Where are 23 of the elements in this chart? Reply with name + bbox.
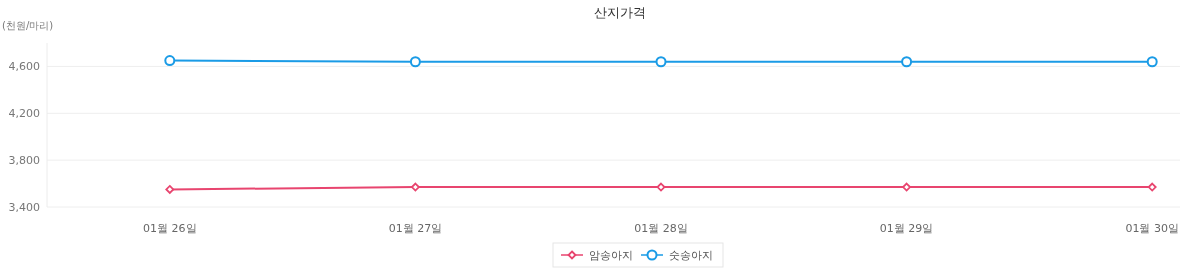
x-tick-label: 01월 28일: [634, 222, 688, 235]
point: [409, 56, 421, 68]
point: [901, 56, 913, 68]
y-axis-title: (천원/마리): [2, 20, 54, 31]
x-tick-label: 01월 30일: [1125, 222, 1179, 235]
y-tick-label: 3,800: [8, 154, 40, 168]
chart-title: 산지가격: [594, 5, 646, 20]
point: [655, 56, 667, 68]
y-tick-label: 4,200: [8, 107, 40, 121]
point: [165, 185, 175, 194]
legend-label: 암송아지: [589, 249, 633, 262]
point: [902, 182, 911, 192]
legend-label: 숫송아지: [669, 249, 713, 262]
y-tick-label: 4,600: [8, 60, 40, 74]
y-tick-label: 3,400: [8, 201, 40, 214]
point: [164, 55, 176, 67]
point: [1147, 182, 1157, 192]
x-tick-label: 01월 26일: [143, 222, 197, 235]
x-tick-label: 01월 27일: [388, 222, 443, 235]
x-tick-label: 01월 29일: [879, 222, 934, 235]
point: [1146, 56, 1158, 68]
point: [656, 182, 666, 192]
point: [411, 182, 420, 192]
